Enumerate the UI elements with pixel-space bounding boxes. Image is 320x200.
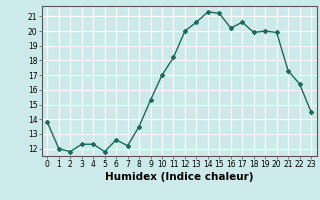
X-axis label: Humidex (Indice chaleur): Humidex (Indice chaleur) <box>105 172 253 182</box>
